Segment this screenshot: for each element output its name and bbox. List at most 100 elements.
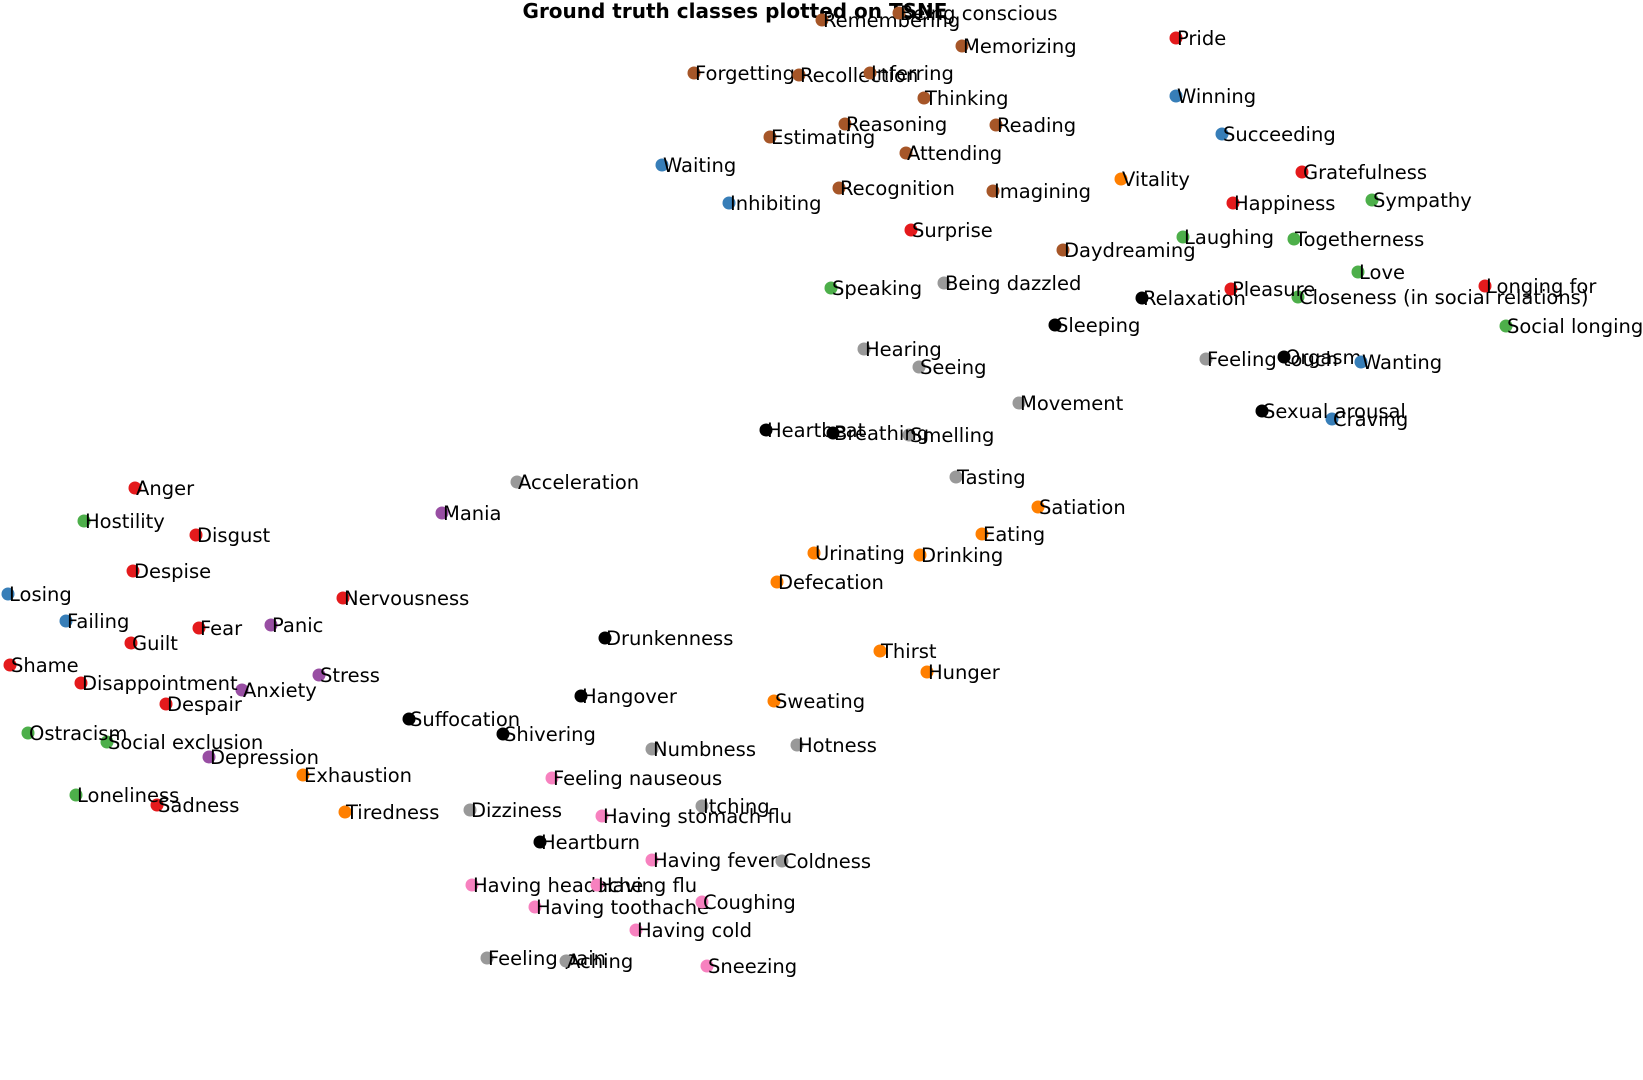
point-label: Feeling nauseous (553, 767, 722, 790)
point-label: Imagining (994, 180, 1091, 203)
scatter-point (989, 118, 1003, 132)
scatter-point (838, 117, 852, 131)
point-label: Being conscious (900, 2, 1058, 25)
scatter-point (264, 618, 278, 632)
point-label: Reasoning (846, 113, 947, 136)
point-label: Ostracism (29, 722, 127, 745)
scatter-point (1295, 165, 1309, 179)
scatter-point (863, 66, 877, 80)
scatter-point (792, 68, 806, 82)
scatter-point (296, 768, 310, 782)
scatter-point (873, 644, 887, 658)
scatter-point (336, 591, 350, 605)
point-label: Feeling pain (488, 947, 606, 970)
point-label: Panic (272, 614, 323, 637)
scatter-point (590, 878, 604, 892)
scatter-point (832, 181, 846, 195)
point-label: Drinking (921, 544, 1003, 567)
point-label: Waiting (663, 154, 736, 177)
scatter-point (629, 923, 643, 937)
scatter-point (235, 683, 249, 697)
scatter-point (312, 668, 326, 682)
point-label: Failing (67, 610, 129, 633)
scatter-point (202, 750, 216, 764)
scatter-point (949, 470, 963, 484)
point-label: Stress (320, 664, 380, 687)
point-label: Nervousness (344, 587, 469, 610)
point-label: Being dazzled (945, 272, 1081, 295)
point-label: Defecation (778, 571, 884, 594)
point-label: Reading (997, 114, 1076, 137)
point-label: Winning (1177, 85, 1256, 108)
scatter-point (807, 546, 821, 560)
point-label: Speaking (832, 277, 922, 300)
scatter-point (3, 658, 17, 672)
point-label: Shame (11, 654, 79, 677)
point-label: Despair (167, 693, 243, 716)
point-label: Fear (200, 617, 243, 640)
scatter-point (1135, 291, 1149, 305)
point-label: Surprise (912, 219, 993, 242)
chart-title: Ground truth classes plotted on TSNE (523, 0, 948, 23)
scatter-point (695, 895, 709, 909)
scatter-point (159, 697, 173, 711)
point-label: Having toothache (536, 896, 709, 919)
scatter-point (695, 799, 709, 813)
scatter-point (1048, 318, 1062, 332)
point-label: Longing for (1486, 275, 1597, 298)
point-label: Having flu (598, 874, 697, 897)
point-label: Disappointment (82, 672, 238, 695)
point-label: Laughing (1184, 226, 1274, 249)
scatter-point (912, 360, 926, 374)
scatter-point (1354, 355, 1368, 369)
scatter-point (1287, 232, 1301, 246)
scatter-point (826, 426, 840, 440)
point-label: Closeness (in social relations) (1299, 286, 1588, 309)
point-label: Estimating (771, 126, 875, 149)
scatter-point (496, 727, 510, 741)
scatter-point (1169, 89, 1183, 103)
scatter-point (528, 900, 542, 914)
scatter-point (986, 184, 1000, 198)
scatter-point (559, 954, 573, 968)
point-label: Mania (443, 502, 502, 525)
scatter-point (59, 614, 73, 628)
point-label: Loneliness (77, 784, 179, 807)
scatter-point (1199, 352, 1213, 366)
scatter-point (913, 548, 927, 562)
scatter-point (775, 854, 789, 868)
point-label: Breathing (834, 422, 929, 445)
scatter-point (687, 66, 701, 80)
point-label: Hostility (85, 510, 165, 533)
scatter-point (1277, 350, 1291, 364)
point-label: Coughing (703, 891, 796, 914)
point-label: Recognition (840, 177, 955, 200)
point-label: Gratefulness (1303, 161, 1427, 184)
scatter-point (892, 6, 906, 20)
point-label: Acceleration (518, 471, 639, 494)
scatter-point (69, 788, 83, 802)
point-label: Suffocation (410, 708, 520, 731)
point-label: Sympathy (1373, 189, 1472, 212)
point-label: Daydreaming (1064, 239, 1196, 262)
scatter-point (1365, 193, 1379, 207)
scatter-point (722, 196, 736, 210)
scatter-point (770, 575, 784, 589)
scatter-point (402, 712, 416, 726)
scatter-point (1325, 412, 1339, 426)
scatter-point (545, 771, 559, 785)
scatter-point (920, 665, 934, 679)
scatter-point (655, 158, 669, 172)
scatter-point (598, 631, 612, 645)
scatter-point (124, 636, 138, 650)
point-label: Having cold (637, 919, 752, 942)
point-label: Exhaustion (304, 764, 412, 787)
scatter-point (189, 528, 203, 542)
scatter-point (1169, 31, 1183, 45)
scatter-point (74, 676, 88, 690)
point-label: Dizziness (471, 799, 562, 822)
scatter-point (1226, 196, 1240, 210)
point-label: Pride (1177, 27, 1226, 50)
scatter-point (465, 878, 479, 892)
point-label: Orgasm (1285, 346, 1362, 369)
